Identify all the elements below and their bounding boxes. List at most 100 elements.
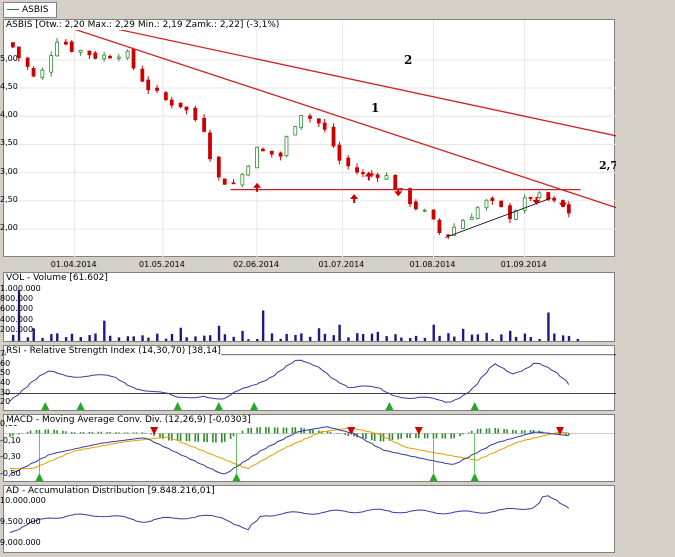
macd-histogram-bar (453, 433, 455, 439)
volume-bar (17, 290, 21, 341)
macd-histogram-bar (485, 428, 488, 434)
volume-bar (476, 334, 480, 341)
candle-body (16, 46, 21, 59)
candle-body (140, 68, 145, 82)
macd-histogram-bar (300, 427, 302, 434)
candle-body (393, 175, 398, 190)
macd-sell-signal (347, 427, 356, 435)
volume-bar (491, 339, 494, 341)
rsi-panel[interactable]: RSI - Relative Strength Index (14,30,70)… (3, 345, 616, 411)
volume-bar (553, 333, 556, 341)
candle-body (231, 182, 236, 185)
macd-histogram-bar (506, 429, 508, 434)
volume-bar (209, 335, 212, 341)
volume-tick-label: 800.000 (0, 294, 34, 304)
sell-arrow (558, 202, 567, 208)
candle-body (63, 41, 68, 45)
macd-histogram-bar (268, 427, 270, 434)
macd-histogram-bar (141, 432, 144, 434)
volume-bar (103, 320, 106, 341)
volume-bar (485, 332, 488, 341)
uptrend-line (445, 197, 552, 238)
macd-histogram-bar (441, 433, 444, 439)
macd-histogram-bar (568, 433, 570, 436)
candle-body (222, 178, 227, 185)
macd-histogram-bar (18, 433, 20, 435)
sell-arrow (394, 191, 403, 197)
candle-body (125, 50, 130, 59)
price-panel[interactable]: ASBIS [Otw.: 2,20 Max.: 2,29 Min.: 2,19 … (3, 19, 616, 258)
volume-bar (270, 333, 274, 341)
candle-body (528, 197, 533, 199)
buy-arrow (350, 194, 359, 200)
macd-histogram-bar (423, 433, 426, 439)
macd-histogram-bar (276, 427, 279, 434)
macd-histogram-bar (312, 429, 314, 434)
candle-body (431, 209, 436, 220)
date-tick-label: 01.08.2014 (409, 260, 456, 269)
candle-body (475, 207, 480, 219)
rsi-tick-label: 60 (0, 358, 11, 368)
volume-bar (88, 335, 91, 341)
volume-bar (185, 337, 188, 341)
ad-panel[interactable]: AD - Accumulation Distribution [9.848.21… (3, 485, 615, 553)
macd-histogram-bar (123, 432, 126, 434)
macd-histogram-bar (144, 432, 147, 434)
volume-bar (170, 333, 174, 341)
volume-panel[interactable]: VOL - Volume [61.602] (3, 272, 615, 342)
macd-histogram-bar (476, 428, 479, 434)
date-tick-label: 01.04.2014 (50, 260, 97, 269)
candle-body (31, 68, 36, 77)
candle-body (513, 210, 518, 220)
volume-bar (432, 324, 435, 341)
macd-histogram-bar (397, 433, 399, 440)
symbol-legend-label: ASBIS (22, 5, 49, 15)
volume-bar (385, 336, 388, 341)
volume-bar (538, 339, 541, 341)
macd-histogram-bar (35, 429, 38, 434)
candle-body (322, 122, 327, 130)
candle-body (375, 174, 380, 179)
candle-body (208, 132, 212, 160)
macd-histogram-bar (221, 433, 223, 443)
volume-bar (514, 336, 518, 341)
macd-histogram-bar (188, 433, 191, 442)
volume-bar (338, 324, 341, 341)
macd-histogram-bar (468, 432, 470, 434)
volume-bar (261, 310, 265, 341)
macd-panel[interactable]: MACD - Moving Average Conv. Div. (12,26,… (3, 414, 616, 482)
candle-body (316, 118, 321, 124)
symbol-legend-tab[interactable]: ASBIS (3, 2, 57, 18)
price-tick-label: 2,00 (0, 223, 18, 233)
macd-histogram-bar (503, 428, 505, 434)
macd-histogram-bar (532, 429, 535, 434)
volume-bar (241, 330, 244, 341)
price-tick-label: 2,50 (0, 194, 18, 204)
rsi-buy-signal (41, 402, 50, 410)
macd-histogram-bar (379, 433, 382, 442)
candle-body (78, 49, 83, 53)
candle-body (469, 216, 474, 220)
macd-histogram-bar (197, 433, 199, 442)
macd-histogram-bar (176, 433, 179, 441)
volume-bar (56, 333, 59, 341)
macd-histogram-bar (71, 431, 73, 434)
volume-bar (300, 333, 303, 341)
candle-body (216, 156, 221, 178)
volume-bar (523, 333, 527, 341)
macd-histogram-bar (29, 430, 32, 434)
candle-body (384, 175, 389, 180)
macd-histogram-bar (171, 433, 173, 441)
candle-body (202, 117, 207, 132)
volume-bar (567, 335, 571, 341)
candle-body (116, 56, 121, 59)
candle-body (240, 173, 245, 186)
volume-bar (203, 335, 206, 341)
macd-histogram-bar (203, 433, 205, 442)
volume-bar (164, 338, 168, 341)
volume-bar (223, 334, 227, 341)
candle-body (355, 167, 359, 173)
volume-tick-label: 200.000 (0, 324, 34, 334)
macd-panel-title: MACD - Moving Average Conv. Div. (12,26,… (6, 415, 251, 425)
macd-histogram-bar (318, 430, 320, 434)
